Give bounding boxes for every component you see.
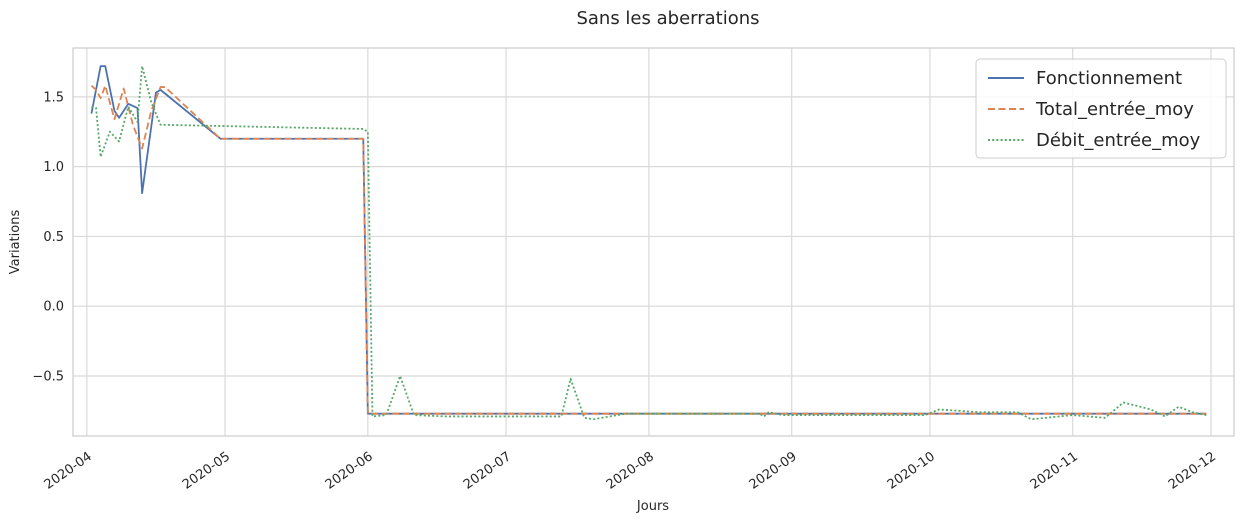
series-line xyxy=(90,84,1207,415)
legend-label: Fonctionnement xyxy=(1036,68,1182,89)
y-axis-label: Variations xyxy=(8,210,23,275)
y-tick-label: 1.5 xyxy=(43,90,64,105)
x-axis-label: Jours xyxy=(636,499,669,514)
plot-frame xyxy=(72,47,1235,437)
legend-label: Total_entrée_moy xyxy=(1035,99,1194,120)
legend-label: Débit_entrée_moy xyxy=(1036,130,1201,151)
legend: Fonctionnement Total_entrée_moy Débit_entr… xyxy=(975,58,1227,159)
series-lines xyxy=(90,65,1207,421)
legend-box xyxy=(975,58,1227,159)
y-tick-label: 1.0 xyxy=(43,160,64,175)
y-tick-label: 0.5 xyxy=(43,230,64,245)
chart-title: Sans les aberrations xyxy=(576,8,759,29)
y-tick-labels: 1.5 1.0 0.5 0.0 −0.5 xyxy=(32,90,64,384)
y-tick-label: 0.0 xyxy=(43,300,64,315)
y-tick-label: −0.5 xyxy=(32,369,64,384)
